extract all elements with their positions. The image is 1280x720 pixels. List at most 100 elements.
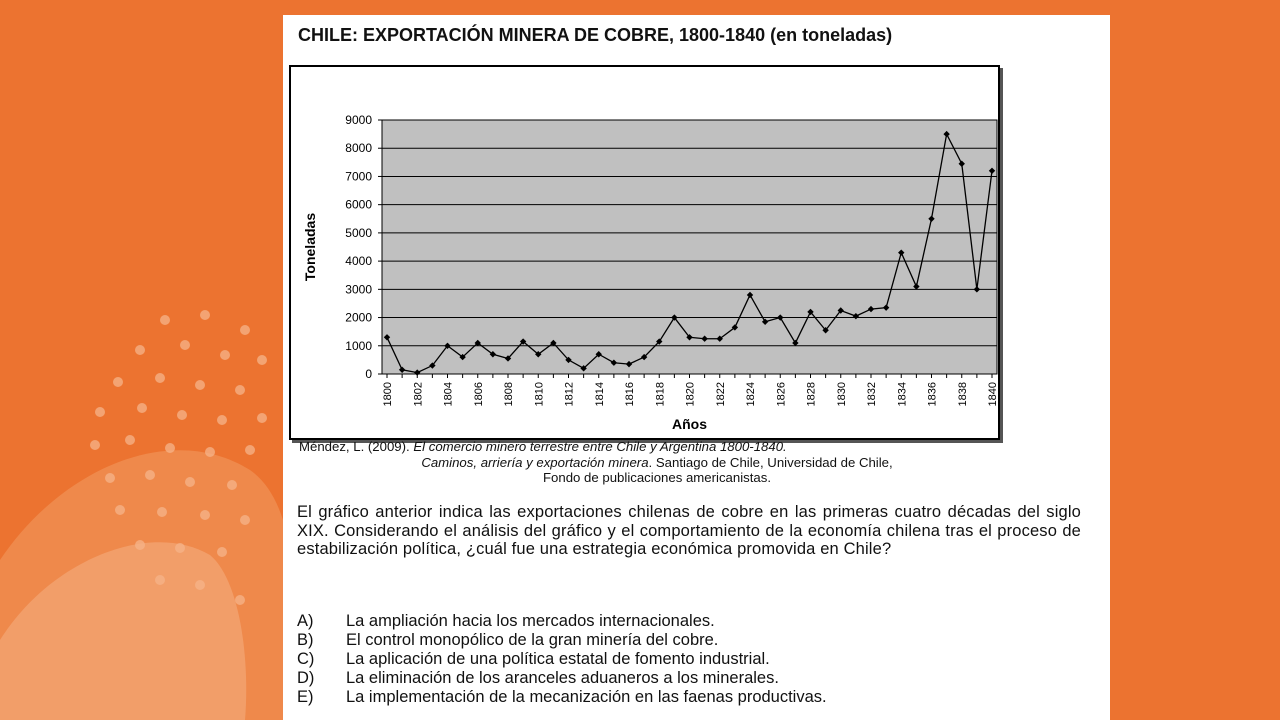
data-point <box>807 308 814 316</box>
citation-publisher: . Santiago de Chile, Universidad de Chil… <box>648 454 893 470</box>
x-tick-label: 1836 <box>927 382 939 406</box>
option-text: La ampliación hacia los mercados interna… <box>346 612 715 630</box>
x-tick-label: 1832 <box>866 382 878 406</box>
option-text: La implementación de la mecanización en … <box>346 688 827 706</box>
y-tick-label: 1000 <box>345 339 372 353</box>
option-letter: E) <box>297 688 314 706</box>
data-point <box>474 339 481 347</box>
data-point <box>519 338 527 345</box>
data-point <box>550 339 557 347</box>
data-point <box>414 369 421 376</box>
data-point <box>429 362 436 369</box>
data-point <box>777 314 784 321</box>
x-tick-label: 1838 <box>957 382 969 406</box>
data-point <box>792 339 799 347</box>
option-b[interactable]: B) El control monopólico de la gran miner… <box>297 631 1087 650</box>
data-point <box>625 360 633 368</box>
option-text: El control monopólico de la gran minería… <box>346 631 719 649</box>
citation-line-2: Caminos, arriería y exportación minera. … <box>297 455 1017 471</box>
data-point <box>671 314 678 321</box>
data-point <box>867 305 875 313</box>
x-tick-label: 1822 <box>715 382 727 406</box>
x-tick-label: 1802 <box>412 382 424 406</box>
y-tick-label: 3000 <box>345 282 372 296</box>
x-tick-label: 1808 <box>503 382 515 406</box>
data-point <box>383 334 391 341</box>
y-tick-label: 9000 <box>345 113 372 127</box>
option-letter: C) <box>297 650 315 668</box>
data-point <box>489 351 497 358</box>
option-d[interactable]: D) La eliminación de los aranceles aduane… <box>297 669 1087 688</box>
data-point <box>640 353 648 361</box>
copper-export-chart: 0 1000 2000 3000 4000 5000 6000 7000 8000 9000 180… <box>302 113 998 432</box>
answer-options: A) La ampliación hacia los mercados inter… <box>297 612 1087 707</box>
data-point <box>731 324 739 331</box>
data-point <box>943 130 950 138</box>
data-point <box>701 335 708 342</box>
data-point <box>837 307 844 314</box>
y-tick-label: 6000 <box>345 198 372 212</box>
x-tick-label: 1818 <box>654 382 666 406</box>
data-point <box>746 291 754 299</box>
x-tick-label: 1824 <box>745 382 757 406</box>
x-tick-label: 1810 <box>533 382 545 406</box>
data-point <box>535 351 542 358</box>
data-point <box>852 312 860 320</box>
x-tick-label: 1840 <box>987 382 998 406</box>
chart-frame: 0 1000 2000 3000 4000 5000 6000 7000 8000 9000 180… <box>289 65 1000 440</box>
data-point <box>882 304 890 311</box>
data-point <box>459 353 466 361</box>
data-point <box>580 365 587 372</box>
x-tick-label: 1804 <box>443 382 455 406</box>
data-point <box>988 167 996 174</box>
y-tick-label: 8000 <box>345 141 372 155</box>
data-point <box>444 342 451 349</box>
x-tick-label: 1826 <box>775 382 787 406</box>
option-c[interactable]: C) La aplicación de una política estatal … <box>297 650 1087 669</box>
citation-line-3: Fondo de publicaciones americanistas. <box>543 470 771 485</box>
option-a[interactable]: A) La ampliación hacia los mercados inter… <box>297 612 1087 631</box>
data-point <box>913 283 920 290</box>
data-point <box>686 334 693 341</box>
citation-line-1: Méndez, L. (2009). El comercio minero te… <box>297 439 1017 455</box>
data-point <box>898 249 905 256</box>
option-e[interactable]: E) La implementación de la mecanización e… <box>297 688 1087 707</box>
source-citation: Méndez, L. (2009). El comercio minero te… <box>297 439 1017 486</box>
x-tick-label: 1834 <box>896 382 908 406</box>
data-point <box>398 366 406 373</box>
option-text: La eliminación de los aranceles aduanero… <box>346 669 779 687</box>
data-point <box>656 338 663 345</box>
data-point <box>958 160 965 167</box>
exam-page: CHILE: EXPORTACIÓN MINERA DE COBRE, 1800… <box>283 15 1110 720</box>
document-title: CHILE: EXPORTACIÓN MINERA DE COBRE, 1800… <box>298 25 893 45</box>
x-tick-label: 1816 <box>624 382 636 406</box>
data-point <box>928 215 935 222</box>
y-axis-label: Toneladas <box>302 213 318 281</box>
x-tick-label: 1814 <box>594 382 606 406</box>
data-point <box>716 335 723 342</box>
x-tick-label: 1828 <box>806 382 818 406</box>
y-tick-label: 7000 <box>345 169 372 183</box>
option-letter: D) <box>297 669 315 687</box>
y-tick-label: 2000 <box>345 311 372 325</box>
x-tick-label: 1806 <box>473 382 485 406</box>
plot-area <box>381 119 998 375</box>
data-point <box>822 327 829 334</box>
data-point <box>565 356 572 364</box>
x-axis-label: Años <box>672 416 707 432</box>
option-letter: B) <box>297 631 314 649</box>
option-letter: A) <box>297 612 314 630</box>
x-tick-label: 1830 <box>836 382 848 406</box>
data-point <box>504 355 512 362</box>
x-tick-label: 1820 <box>685 382 697 406</box>
citation-book-title-2: Caminos, arriería y exportación minera <box>421 454 649 470</box>
data-point <box>610 359 618 366</box>
citation-book-title-1: El comercio minero terrestre entre Chile… <box>413 439 787 454</box>
x-tick-label: 1800 <box>382 382 394 406</box>
data-point <box>973 286 981 293</box>
y-tick-label: 0 <box>365 367 372 381</box>
citation-author: Méndez, L. (2009). <box>299 439 414 454</box>
question-text: El gráfico anterior indica las exportaci… <box>297 503 1081 559</box>
x-tick-label: 1812 <box>564 382 576 406</box>
